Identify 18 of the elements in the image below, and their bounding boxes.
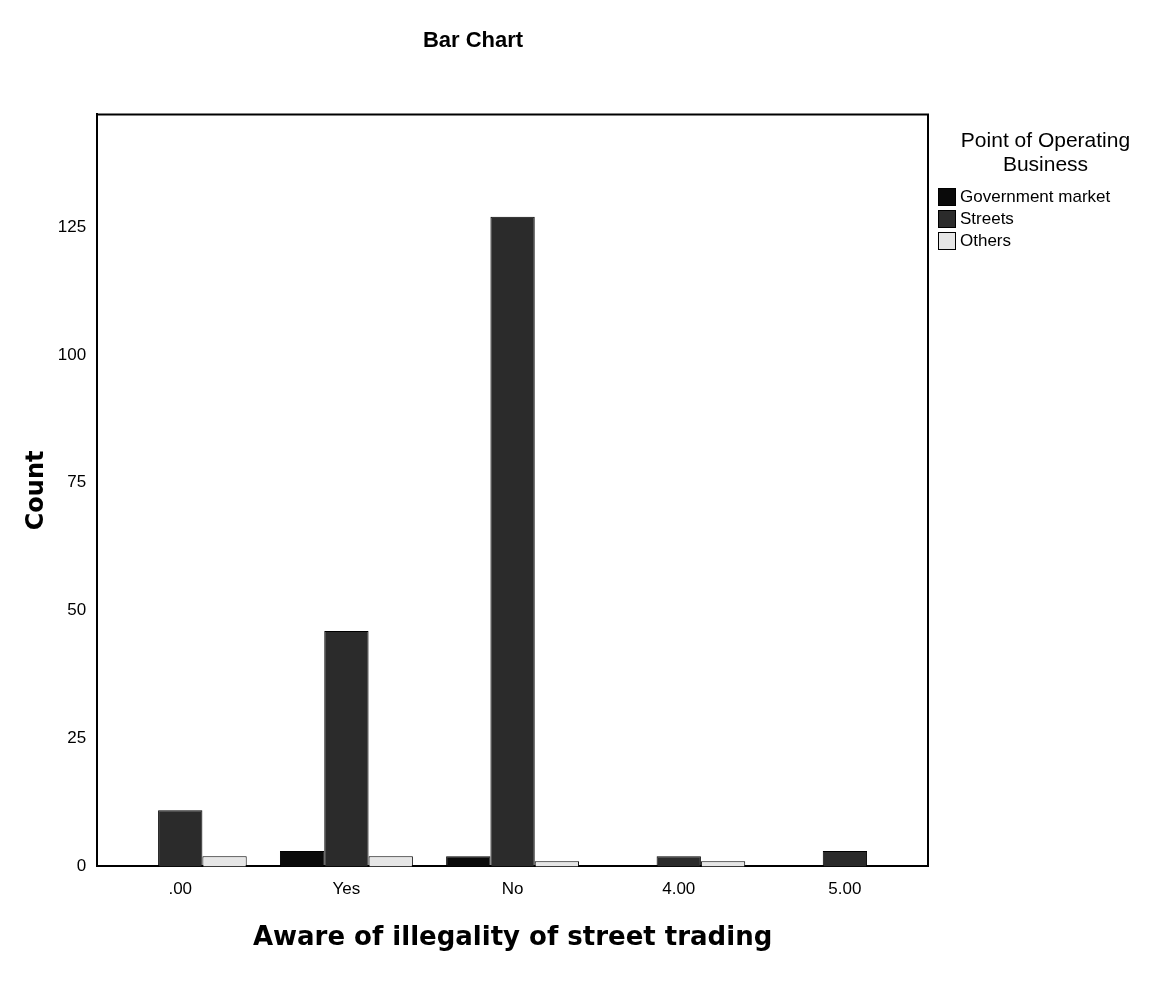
x-tick-label: .00 <box>168 879 193 899</box>
y-tick-label: 25 <box>67 728 87 748</box>
legend-title: Point of Operating Business <box>959 128 1132 176</box>
chart-title: Bar Chart <box>422 27 524 53</box>
x-tick-label: Yes <box>332 879 361 899</box>
y-tick-label: 75 <box>67 472 87 492</box>
x-axis-title: Aware of illegality of street trading <box>252 921 773 952</box>
y-tick-label: 0 <box>76 856 87 876</box>
x-tick-label: 4.00 <box>662 879 696 899</box>
legend-label: Streets <box>960 208 1014 230</box>
legend-label: Government market <box>960 186 1111 208</box>
x-tick-label: No <box>501 879 524 899</box>
y-axis-title: Count <box>20 450 49 531</box>
legend-label: Others <box>960 230 1012 252</box>
y-tick-label: 125 <box>57 216 87 236</box>
y-tick-label: 100 <box>57 344 87 364</box>
x-tick-label: 5.00 <box>828 879 862 899</box>
y-tick-label: 50 <box>67 600 87 620</box>
